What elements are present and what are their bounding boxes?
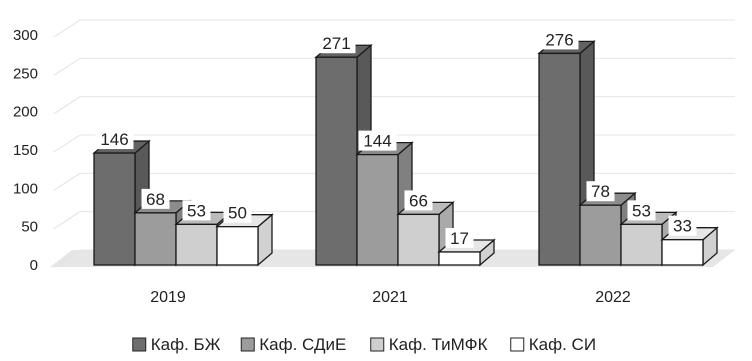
bar-front [579, 204, 622, 266]
bar-front [438, 251, 481, 266]
data-label-2019-1: 68 [141, 188, 170, 209]
data-label-text: 78 [591, 182, 610, 201]
legend-swatch [510, 337, 525, 352]
data-label-2022-2: 53 [627, 200, 656, 221]
y-axis-ticks: 0 50 100 150 200 250 300 [13, 27, 38, 274]
data-label-bg [627, 200, 656, 221]
bars [92, 39, 719, 267]
data-label-2019-3: 50 [223, 202, 252, 223]
data-label-text: 53 [632, 201, 651, 220]
data-label-bg [141, 188, 170, 209]
gridline-diag-1 [53, 211, 81, 230]
x-tick-label-2022: 2022 [595, 289, 631, 306]
bar-front [397, 213, 440, 266]
gridline-diag-0 [53, 249, 81, 268]
bar-2019-0 [92, 139, 151, 267]
data-label-2021-1: 144 [358, 130, 397, 151]
bar-front [216, 226, 259, 266]
data-label-text: 276 [545, 30, 573, 49]
bar-front [620, 223, 663, 266]
gridline-diag-4 [53, 96, 81, 115]
gridline-diag-5 [53, 57, 81, 76]
bar-front [661, 239, 704, 266]
y-tick-label-300: 300 [13, 27, 38, 44]
bar-front [356, 153, 399, 266]
legend-label: Каф. СДиЕ [259, 335, 346, 354]
y-tick-label-100: 100 [13, 180, 38, 197]
data-label-text: 68 [146, 190, 165, 209]
data-label-2021-2: 66 [404, 190, 433, 211]
data-label-2022-3: 33 [668, 215, 697, 236]
data-label-2019-2: 53 [182, 200, 211, 221]
y-tick-label-150: 150 [13, 142, 38, 159]
legend-item-2: Каф. ТиМФК [370, 335, 488, 354]
data-label-bg [358, 130, 397, 151]
bar-front [538, 52, 581, 266]
bar-front [134, 212, 177, 266]
data-label-text: 66 [409, 191, 428, 210]
data-label-bg [586, 181, 615, 202]
data-label-text: 50 [228, 204, 247, 223]
bar-front [315, 56, 358, 266]
y-tick-label-0: 0 [30, 257, 38, 274]
legend-label: Каф. БЖ [151, 335, 221, 354]
legend-swatch [370, 337, 385, 352]
legend-label: Каф. ТиМФК [389, 335, 488, 354]
legend: Каф. БЖ Каф. СДиЕ Каф. ТиМФК Каф. СИ [132, 335, 596, 354]
legend-item-3: Каф. СИ [510, 335, 596, 354]
y-tick-label-250: 250 [13, 65, 38, 82]
x-tick-label-2019: 2019 [150, 289, 186, 306]
data-label-2021-0: 271 [317, 33, 356, 54]
data-label-text: 17 [450, 229, 469, 248]
gridline-diag-3 [53, 134, 81, 153]
gridline-diag-6 [53, 19, 81, 38]
legend-swatch [240, 337, 255, 352]
data-label-text: 33 [673, 217, 692, 236]
data-label-text: 53 [187, 201, 206, 220]
legend-item-1: Каф. СДиЕ [240, 335, 346, 354]
data-labels: 146 68 53 50 271 144 66 17 276 78 53 33 [95, 29, 697, 248]
data-label-text: 144 [363, 132, 391, 151]
x-tick-label-2021: 2021 [372, 289, 408, 306]
data-label-bg [404, 190, 433, 211]
y-tick-label-50: 50 [21, 219, 38, 236]
data-label-bg [95, 129, 134, 150]
data-label-text: 146 [100, 130, 128, 149]
data-label-bg [182, 200, 211, 221]
data-label-bg [445, 227, 474, 248]
data-label-2019-0: 146 [95, 129, 134, 150]
data-label-bg [317, 33, 356, 54]
data-label-text: 271 [322, 34, 350, 53]
data-label-2021-3: 17 [445, 227, 474, 248]
legend-label: Каф. СИ [529, 335, 596, 354]
bar-front [93, 152, 136, 266]
data-label-2022-0: 276 [540, 29, 579, 50]
data-label-bg [540, 29, 579, 50]
legend-swatch [132, 337, 147, 352]
y-tick-label-200: 200 [13, 104, 38, 121]
bar-front [175, 223, 218, 266]
legend-item-0: Каф. БЖ [132, 335, 221, 354]
data-label-2022-1: 78 [586, 181, 615, 202]
data-label-bg [223, 202, 252, 223]
data-label-bg [668, 215, 697, 236]
gridline-diag-2 [53, 172, 81, 191]
